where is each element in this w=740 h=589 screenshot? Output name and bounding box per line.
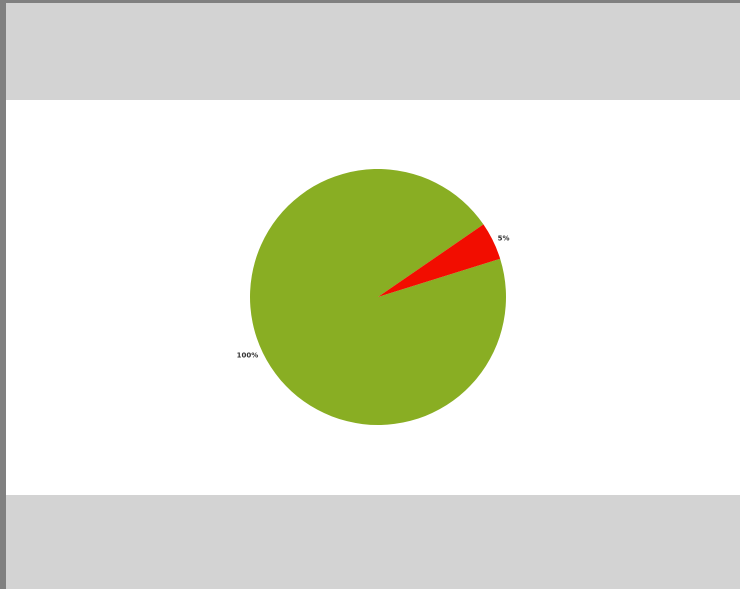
slice-label: 5% (498, 235, 510, 243)
pie-slice (250, 168, 506, 425)
pie-slice (378, 224, 501, 297)
slice-label: 100% (237, 351, 259, 359)
header-band (6, 3, 740, 100)
footer-band (6, 495, 740, 589)
